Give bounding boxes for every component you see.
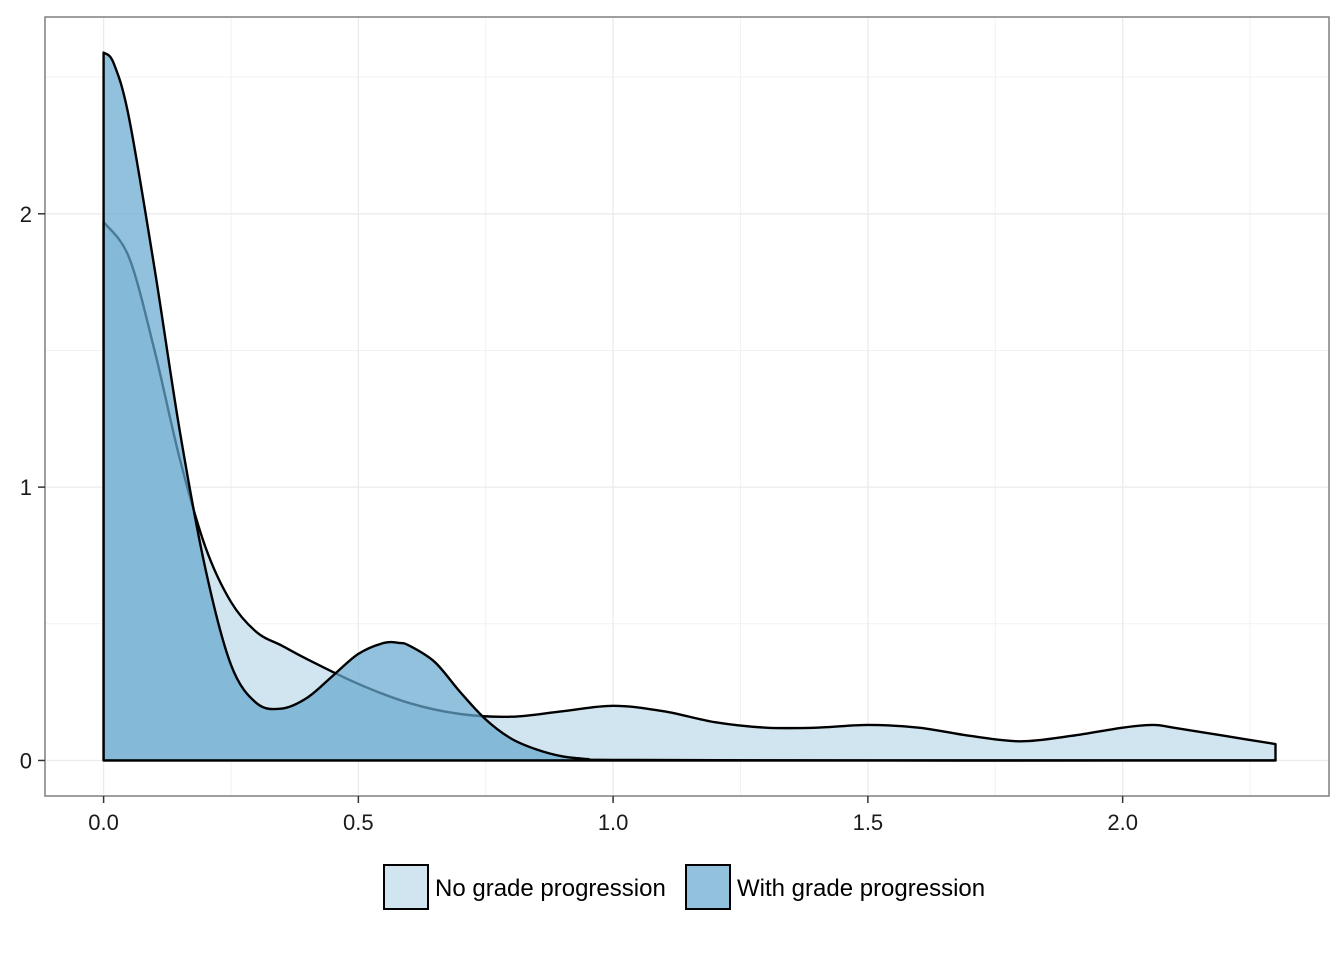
- plot-panel: [44, 16, 1330, 797]
- x-axis: 0.0 0.5 1.0 1.5 2.0: [88, 796, 1138, 835]
- y-tick-label: 2: [20, 202, 32, 227]
- density-area-with-grade-progression: [102, 51, 1277, 762]
- legend-label-with-grade-progression: With grade progression: [737, 875, 985, 902]
- x-tick-label: 1.5: [853, 810, 884, 835]
- legend-key-no-grade-progression: [383, 864, 429, 910]
- legend-label-no-grade-progression: No grade progression: [435, 875, 666, 902]
- x-tick-label: 0.0: [88, 810, 119, 835]
- x-tick-label: 0.5: [343, 810, 374, 835]
- panel-border: [44, 16, 1330, 797]
- legend: No grade progression With grade progress…: [383, 864, 985, 910]
- y-tick-label: 0: [20, 748, 32, 773]
- y-tick-label: 1: [20, 475, 32, 500]
- legend-key-with-grade-progression: [685, 864, 731, 910]
- x-tick-label: 1.0: [598, 810, 629, 835]
- x-tick-label: 2.0: [1107, 810, 1138, 835]
- y-axis: 0 1 2: [20, 202, 45, 773]
